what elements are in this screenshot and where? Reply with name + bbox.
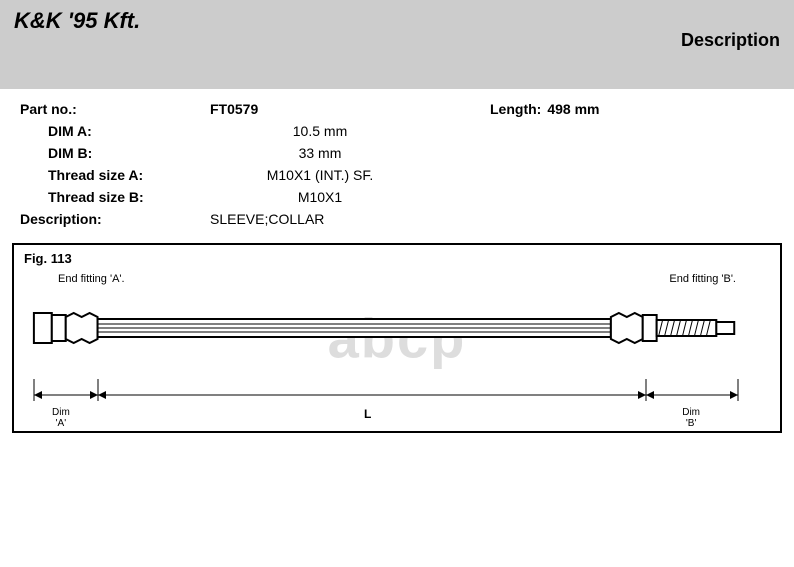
dim-b-value: 33 mm: [210, 145, 430, 161]
part-no-value: FT0579: [210, 101, 430, 117]
dim-l-caption: L: [364, 407, 371, 421]
dim-b-caption: Dim 'B': [682, 407, 700, 429]
length-value: 498 mm: [547, 101, 599, 117]
company-name: K&K '95 Kft.: [14, 8, 140, 34]
end-fitting-a-label: End fitting 'A'.: [58, 273, 125, 285]
figure-label: Fig. 113: [24, 251, 72, 266]
description-heading: Description: [681, 30, 780, 51]
desc-label: Description:: [20, 211, 210, 227]
dimension-row: [14, 379, 784, 423]
part-no-label: Part no.:: [20, 101, 210, 117]
thread-b-label: Thread size B:: [20, 189, 210, 205]
desc-value: SLEEVE;COLLAR: [210, 211, 430, 227]
dim-a-label: DIM A:: [20, 123, 210, 139]
header-bar: K&K '95 Kft. Description: [0, 0, 794, 89]
length-label: Length:: [490, 101, 541, 117]
thread-a-label: Thread size A:: [20, 167, 210, 183]
spec-table: Part no.: FT0579 Length: 498 mm DIM A: 1…: [0, 89, 794, 241]
dim-a-value: 10.5 mm: [210, 123, 430, 139]
thread-b-value: M10X1: [210, 189, 430, 205]
figure-box: Fig. 113 End fitting 'A'. End fitting 'B…: [12, 243, 782, 433]
hose-diagram: [14, 293, 780, 363]
dim-b-label: DIM B:: [20, 145, 210, 161]
dim-a-caption: Dim 'A': [52, 407, 70, 429]
end-fitting-b-label: End fitting 'B'.: [669, 273, 736, 285]
thread-a-value: M10X1 (INT.) SF.: [210, 167, 430, 183]
